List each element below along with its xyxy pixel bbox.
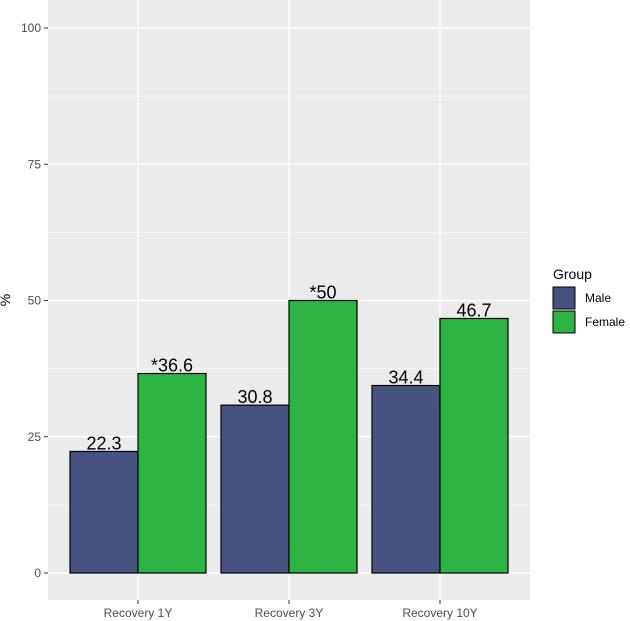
x-tick-label: Recovery 3Y <box>255 606 324 620</box>
y-axis-title: % <box>0 294 13 306</box>
y-tick-label: 0 <box>34 566 41 580</box>
data-label-female-2: *50 <box>309 283 336 303</box>
legend-label-male: Male <box>585 291 611 305</box>
data-label-female-1: *36.6 <box>151 356 193 376</box>
data-label-female-3: 46.7 <box>456 300 491 320</box>
bar-male-1 <box>69 450 139 574</box>
legend: Group Male Female <box>552 266 625 334</box>
y-axis: 0 25 50 75 100 <box>21 21 48 580</box>
x-tick-label: Recovery 1Y <box>104 606 173 620</box>
data-label-male-3: 34.4 <box>388 368 423 388</box>
legend-title: Group <box>553 266 592 282</box>
x-axis: Recovery 1Y Recovery 3Y Recovery 10Y <box>104 600 478 620</box>
bars <box>69 299 509 574</box>
bar-female-3 <box>439 317 509 574</box>
data-label-male-1: 22.3 <box>86 433 121 453</box>
bar-male-2 <box>220 404 290 574</box>
bar-female-1 <box>137 372 207 574</box>
y-tick-label: 75 <box>28 157 42 171</box>
legend-label-female: Female <box>585 315 625 329</box>
x-tick-label: Recovery 10Y <box>402 606 477 620</box>
y-tick-label: 25 <box>28 430 42 444</box>
legend-key-female <box>552 310 576 334</box>
data-label-male-2: 30.8 <box>237 387 272 407</box>
data-labels: 22.3 30.8 34.4 *36.6 *50 46.7 <box>86 283 491 454</box>
y-tick-label: 50 <box>28 294 42 308</box>
legend-key-male <box>552 286 576 310</box>
bar-female-2 <box>288 299 358 574</box>
bar-male-3 <box>371 384 441 574</box>
y-tick-label: 100 <box>21 21 41 35</box>
